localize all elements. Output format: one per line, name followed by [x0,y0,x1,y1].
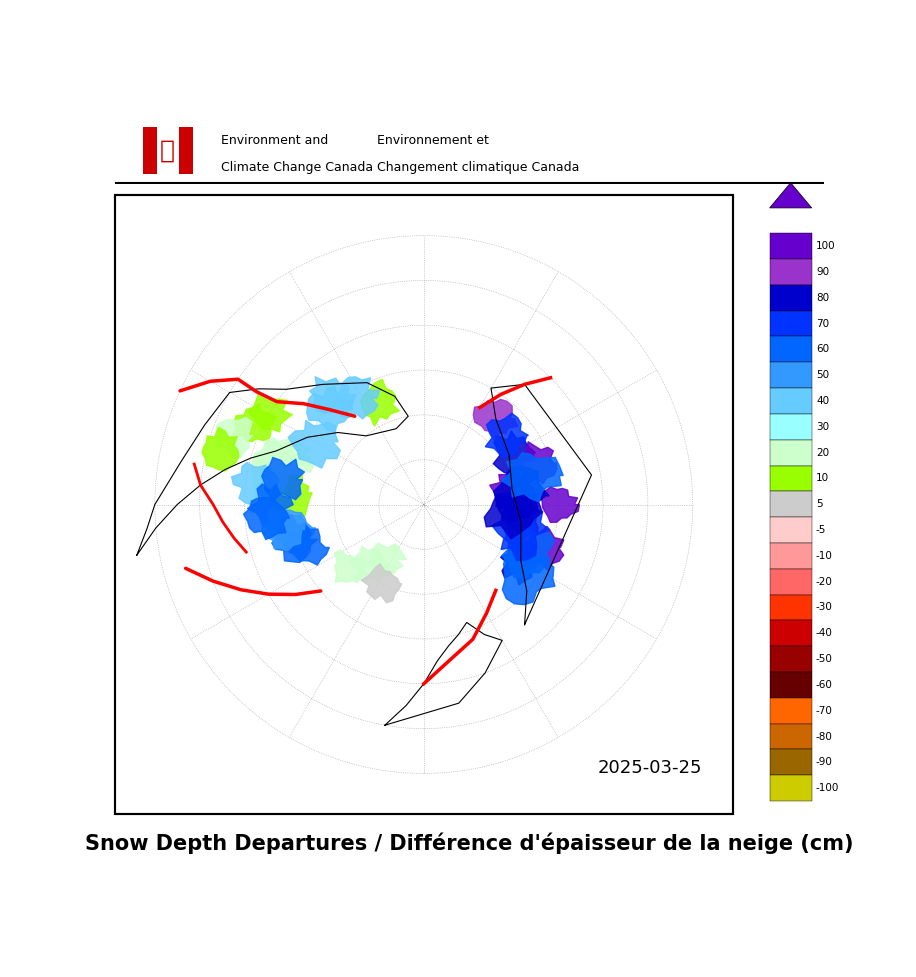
Polygon shape [514,442,557,484]
Bar [769,362,812,388]
Polygon shape [335,377,379,419]
Bar [114,195,733,814]
Polygon shape [202,427,239,471]
Bar [769,285,812,311]
Bar [769,259,812,285]
Text: Environnement et: Environnement et [377,134,489,148]
Polygon shape [252,438,304,490]
Polygon shape [268,469,312,518]
Text: 30: 30 [816,422,829,432]
Polygon shape [251,449,295,501]
Bar [769,620,812,646]
Polygon shape [502,549,555,605]
Polygon shape [269,510,316,546]
Polygon shape [289,420,341,468]
Polygon shape [334,550,366,582]
Bar [769,491,812,517]
Bar [769,543,812,569]
Bar [143,127,157,174]
Bar [769,234,812,259]
Text: -40: -40 [816,628,833,638]
Text: -20: -20 [816,576,833,586]
Bar [769,440,812,465]
Bar [769,672,812,698]
Text: -50: -50 [816,655,833,664]
Bar [114,195,733,814]
Polygon shape [284,524,330,565]
Text: -5: -5 [816,525,826,535]
Bar [769,776,812,801]
Polygon shape [262,507,305,551]
Text: -80: -80 [816,732,833,742]
Polygon shape [769,183,812,208]
Bar [769,388,812,414]
Polygon shape [262,457,304,501]
Bar [769,336,812,362]
Text: -30: -30 [816,603,833,613]
Polygon shape [307,387,353,432]
Polygon shape [501,453,563,502]
Polygon shape [474,400,518,440]
Polygon shape [485,491,542,539]
Text: -90: -90 [816,757,833,767]
Bar [179,127,192,174]
Text: 50: 50 [816,370,829,380]
Bar [769,724,812,749]
Text: 100: 100 [816,241,835,251]
Polygon shape [490,468,535,509]
Polygon shape [233,404,276,442]
Bar [769,595,812,620]
Polygon shape [350,546,389,580]
Text: Snow Depth Departures / Différence d'épaisseur de la neige (cm): Snow Depth Departures / Différence d'épa… [85,832,854,854]
Polygon shape [500,543,543,585]
Text: 5: 5 [816,499,823,509]
Text: 20: 20 [816,447,829,457]
Polygon shape [540,487,580,523]
Bar [769,569,812,595]
Text: 70: 70 [816,319,829,328]
Bar [769,517,812,543]
Bar [769,311,812,336]
Text: 🍁: 🍁 [160,139,175,162]
Polygon shape [215,417,253,458]
Text: 60: 60 [816,344,829,355]
Text: -10: -10 [816,551,833,561]
Text: -100: -100 [816,784,839,793]
Polygon shape [518,527,564,570]
Polygon shape [272,515,318,563]
Bar [769,414,812,440]
Polygon shape [244,497,289,539]
Polygon shape [247,484,293,529]
Text: 2025-03-25: 2025-03-25 [597,759,702,777]
Text: 90: 90 [816,267,829,276]
Polygon shape [362,564,402,603]
Text: -60: -60 [816,680,833,690]
Polygon shape [369,543,406,575]
Text: 80: 80 [816,293,829,303]
Bar [769,646,812,672]
Text: 10: 10 [816,474,829,484]
Polygon shape [310,377,355,413]
Polygon shape [265,437,314,478]
Bar [769,749,812,776]
Text: -70: -70 [816,705,833,716]
Bar [769,698,812,724]
Polygon shape [494,466,549,524]
Polygon shape [494,431,536,475]
Text: Changement climatique Canada: Changement climatique Canada [377,161,580,174]
Polygon shape [492,502,551,561]
Text: 40: 40 [816,396,829,406]
Text: Environment and: Environment and [221,134,328,148]
Text: Climate Change Canada: Climate Change Canada [221,161,373,174]
Polygon shape [485,413,529,458]
Polygon shape [501,500,538,544]
Polygon shape [502,528,554,579]
Polygon shape [361,379,399,426]
Polygon shape [232,462,279,505]
Bar [157,127,179,174]
Bar [769,465,812,491]
Polygon shape [248,393,292,432]
